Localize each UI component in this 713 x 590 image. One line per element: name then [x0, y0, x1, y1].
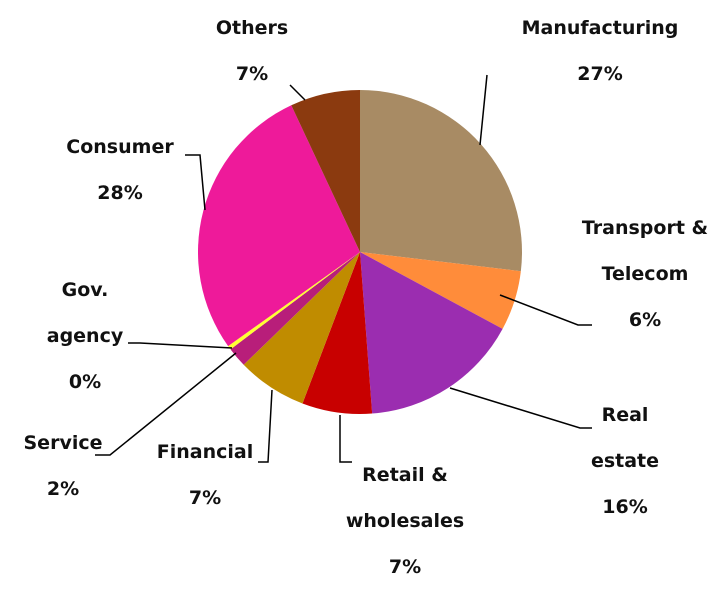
slice-category: Manufacturing	[521, 17, 679, 39]
slice-value: 16%	[602, 496, 648, 518]
leader-line	[95, 352, 237, 456]
slice-label: Gov. agency 0%	[35, 267, 135, 405]
slice-label: Financial 7%	[135, 429, 275, 521]
slice-label: Real estate 16%	[575, 392, 675, 530]
pie-slice	[360, 252, 521, 329]
slice-value: 0%	[68, 371, 102, 393]
page: {"chart_data": {"type": "pie", "categori…	[13, 5, 713, 578]
pie-slice	[230, 252, 360, 365]
pie-slice	[360, 90, 522, 272]
pie-slice	[228, 252, 360, 350]
slice-category: Others	[215, 17, 289, 39]
slice-label: Consumer 28%	[40, 124, 200, 216]
slice-label: Retail & wholesales 7%	[320, 452, 490, 590]
slice-label: Manufacturing 27%	[500, 5, 700, 97]
pie-slice	[198, 105, 360, 347]
slice-category: Real estate	[590, 404, 660, 472]
slice-value: 6%	[628, 309, 662, 331]
pie-slice	[302, 252, 373, 414]
slice-category: Gov. agency	[46, 279, 124, 347]
slice-category: Retail & wholesales	[345, 464, 465, 532]
slice-value: 27%	[577, 63, 623, 85]
slice-label: Service 2%	[13, 420, 113, 512]
slice-value: 28%	[97, 182, 143, 204]
leader-line	[289, 84, 306, 101]
leader-line	[479, 74, 488, 146]
slice-value: 7%	[235, 63, 269, 85]
slice-category: Consumer	[66, 136, 174, 158]
pie-slice	[291, 90, 360, 252]
slice-value: 7%	[188, 487, 222, 509]
slice-value: 2%	[46, 478, 80, 500]
leader-line	[499, 294, 592, 326]
leader-line	[339, 415, 352, 463]
pie-slice	[243, 252, 360, 404]
slice-category: Financial	[156, 441, 254, 463]
slice-value: 7%	[388, 556, 422, 578]
chart	[95, 74, 592, 463]
slice-label: Transport & Telecom 6%	[575, 205, 713, 343]
slice-category: Transport & Telecom	[581, 217, 709, 285]
leader-line	[128, 342, 233, 349]
slice-label: Others 7%	[202, 5, 302, 97]
leader-line	[258, 389, 273, 463]
slice-category: Service	[23, 432, 103, 454]
leader-line	[449, 387, 592, 429]
leader-line	[185, 154, 206, 211]
pie-slice	[360, 252, 503, 414]
